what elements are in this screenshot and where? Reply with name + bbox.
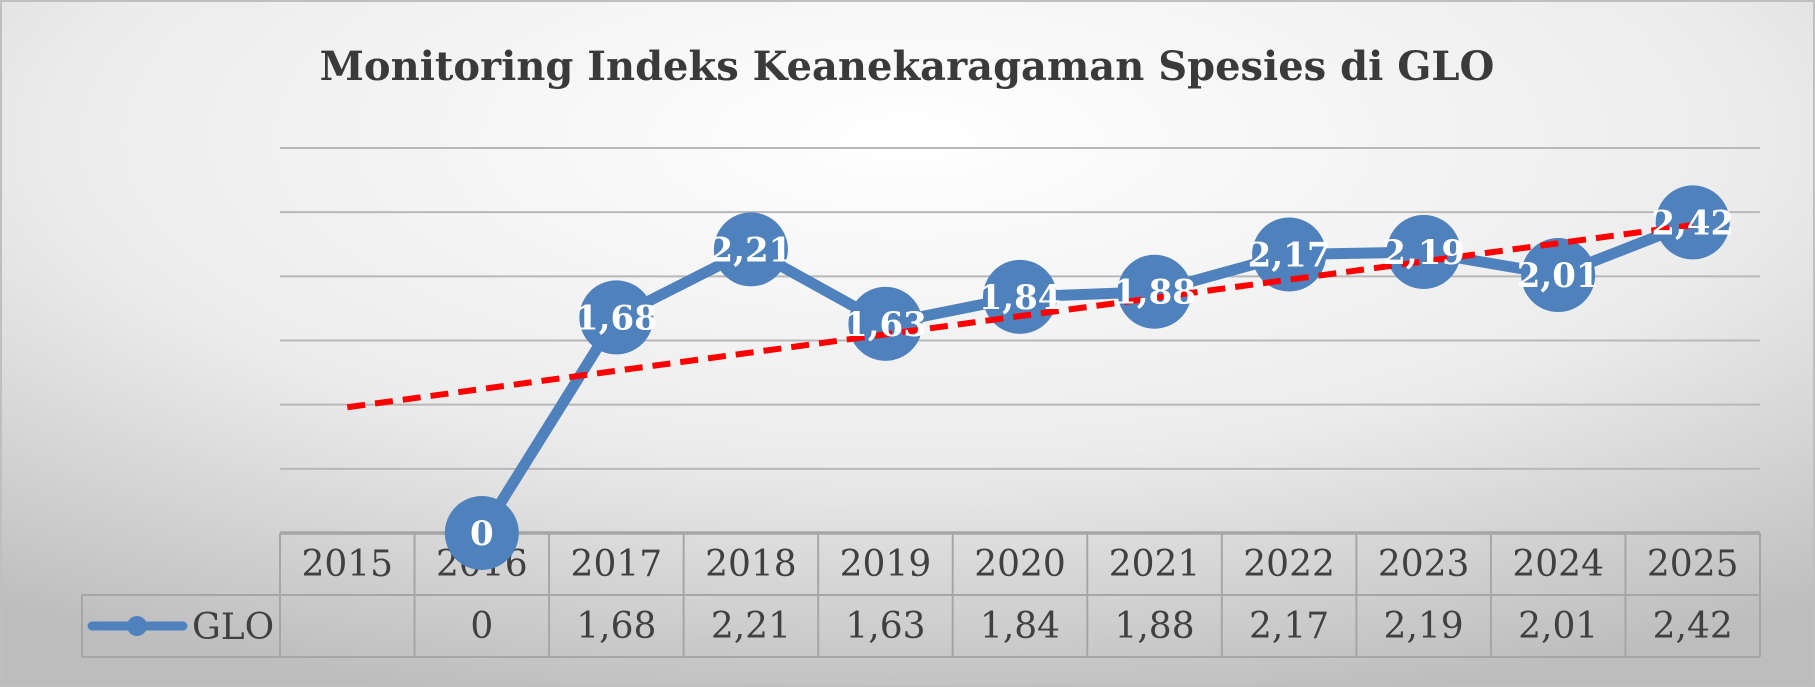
data-label: 1,63 <box>844 305 927 345</box>
table-value: 2,01 <box>1518 606 1598 647</box>
x-tick-label: 2019 <box>840 544 932 585</box>
table-value: 2,19 <box>1384 606 1464 647</box>
x-tick-label: 2022 <box>1243 544 1335 585</box>
x-tick-label: 2024 <box>1512 544 1604 585</box>
x-tick-label: 2023 <box>1378 544 1470 585</box>
table-value: 2,42 <box>1653 606 1733 647</box>
data-point-marker <box>713 212 788 287</box>
table-value: 2,17 <box>1249 606 1329 647</box>
table-value: 2,21 <box>711 606 791 647</box>
data-label: 2,01 <box>1517 256 1600 296</box>
data-label: 2,21 <box>710 230 793 270</box>
table-value: 1,84 <box>980 606 1060 647</box>
data-label: 0 <box>470 514 494 554</box>
data-point-marker <box>1386 214 1461 289</box>
data-point-marker <box>848 286 923 361</box>
trendline <box>346 222 1694 411</box>
x-tick-label: 2017 <box>571 544 663 585</box>
data-label: 2,42 <box>1651 203 1734 243</box>
data-point-marker <box>1252 217 1327 292</box>
x-tick-label: 2021 <box>1109 544 1201 585</box>
table-value: 0 <box>470 606 493 647</box>
series-layer: 0 1,68 2,21 1,63 1,84 1,88 2,17 2,19 2,01 2,42 <box>346 185 1734 570</box>
data-table: 20152016020171,6820182,2120191,6320201,8… <box>81 532 1761 658</box>
chart-title: Monitoring Indeks Keanekaragaman Spesies… <box>320 43 1495 90</box>
x-tick-label: 2020 <box>974 544 1066 585</box>
data-point-marker <box>579 280 654 355</box>
data-point-marker <box>983 259 1057 334</box>
data-label: 2,17 <box>1248 236 1331 276</box>
trendline-layer <box>346 222 1694 411</box>
data-label: 2,19 <box>1382 233 1465 273</box>
legend-label: GLO <box>192 607 274 648</box>
table-value: 1,68 <box>576 606 656 647</box>
series-line-glo <box>476 216 1699 539</box>
x-tick-label: 2025 <box>1647 544 1739 585</box>
table-value: 1,88 <box>1114 606 1194 647</box>
data-point-marker <box>1117 254 1192 329</box>
data-label: 1,68 <box>575 298 658 338</box>
data-point-marker <box>1521 238 1596 313</box>
data-label: 1,88 <box>1113 273 1196 313</box>
data-point-marker <box>1655 185 1730 260</box>
data-label: 1,84 <box>979 278 1062 318</box>
legend-marker-icon <box>127 616 147 636</box>
data-point-marker <box>444 496 519 570</box>
x-tick-label: 2015 <box>301 544 393 585</box>
table-value: 1,63 <box>845 606 925 647</box>
x-tick-label: 2018 <box>705 544 797 585</box>
